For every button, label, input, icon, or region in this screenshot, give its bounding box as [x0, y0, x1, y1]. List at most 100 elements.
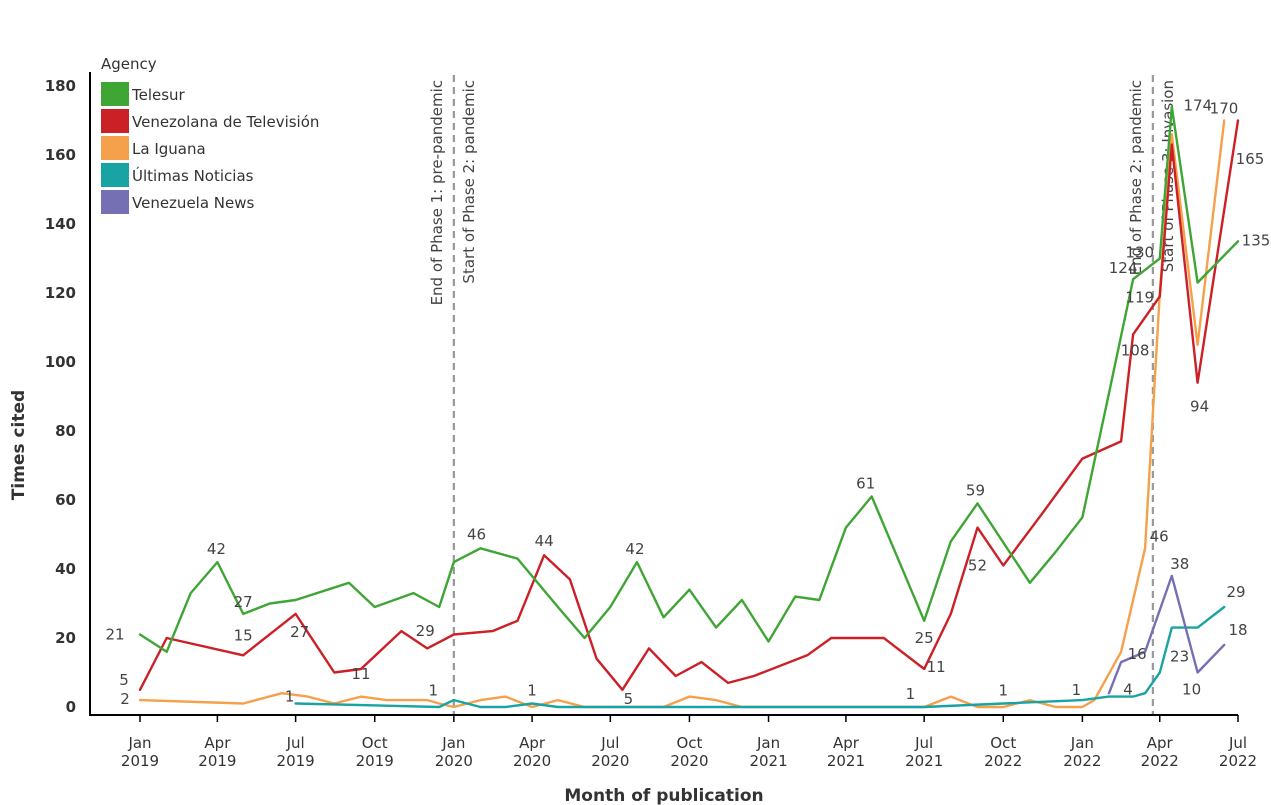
y-tick-label: 180 [45, 77, 76, 95]
legend-entry: Venezolana de Televisión [132, 113, 319, 131]
y-tick-label: 160 [45, 146, 76, 164]
data-label: 4 [1123, 681, 1133, 699]
axes [89, 72, 1238, 716]
data-label: 165 [1236, 150, 1265, 168]
data-label: 1 [527, 682, 537, 700]
data-label: 27 [290, 623, 309, 641]
x-tick-year: 2019 [121, 752, 159, 770]
x-tick-year: 2020 [591, 752, 629, 770]
series-line-5 [1107, 574, 1226, 695]
x-tick-month: Jul [600, 734, 619, 752]
data-label: 52 [968, 557, 987, 575]
x-tick-month: Jan [756, 734, 780, 752]
data-label: 1 [285, 688, 295, 706]
data-label: 59 [966, 481, 985, 499]
x-tick-month: Apr [1147, 734, 1174, 752]
data-label: 11 [927, 658, 946, 676]
x-tick-month: Jul [1228, 734, 1247, 752]
y-tick-label: 80 [55, 422, 76, 440]
data-label: 1 [1072, 681, 1082, 699]
data-label: 18 [1228, 621, 1247, 639]
x-tick-year: 2019 [277, 752, 315, 770]
phase-annotation-label: End of Phase 2: pandemic [1127, 80, 1145, 275]
data-label: 94 [1190, 398, 1209, 416]
data-label: 119 [1125, 288, 1154, 306]
data-label: 1 [906, 685, 916, 703]
x-tick-year: 2022 [984, 752, 1022, 770]
x-tick-month: Jul [914, 734, 933, 752]
legend-entry: La Iguana [132, 140, 206, 158]
phase-annotations: End of Phase 1: pre-pandemic Start of Pha… [428, 75, 1177, 714]
phase-annotation-label: End of Phase 1: pre-pandemic [428, 80, 446, 305]
x-tick-month: Apr [519, 734, 546, 752]
data-label: 21 [105, 626, 124, 644]
legend-swatch [101, 163, 129, 187]
data-label: 174 [1183, 97, 1212, 115]
phase-annotation-label: Start of Phase 2: pandemic [460, 80, 478, 284]
data-label: 25 [915, 629, 934, 647]
x-tick-month: Oct [676, 734, 702, 752]
legend-title: Agency [101, 55, 157, 73]
data-label: 61 [856, 475, 875, 493]
data-label: 44 [535, 532, 554, 550]
x-tick-year: 2019 [198, 752, 236, 770]
data-label: 16 [1128, 645, 1147, 663]
x-tick-month: Jan [1070, 734, 1094, 752]
x-tick-year: 2022 [1141, 752, 1179, 770]
y-tick-label: 40 [55, 560, 76, 578]
series-lines [138, 105, 1240, 709]
data-label: 46 [467, 525, 486, 543]
legend-swatch [101, 82, 129, 106]
x-axis-title: Month of publication [564, 786, 763, 805]
x-tick-year: 2020 [670, 752, 708, 770]
x-tick-month: Oct [990, 734, 1016, 752]
x-tick-year: 2020 [435, 752, 473, 770]
data-label: 5 [119, 671, 129, 689]
legend-swatch [101, 190, 129, 214]
legend: Agency Telesur Venezolana de Televisión La… [101, 55, 319, 214]
y-ticks: 0 20 40 60 80 100 120 140 160 180 [45, 77, 76, 716]
x-ticks: Jan2019Apr2019Jul2019Oct2019Jan2020Apr20… [121, 715, 1257, 770]
legend-entry: Últimas Noticias [132, 166, 254, 185]
data-label: 42 [207, 540, 226, 558]
x-tick-year: 2021 [749, 752, 787, 770]
data-label: 2 [120, 690, 130, 708]
data-label: 124 [1109, 259, 1138, 277]
x-tick-month: Jul [286, 734, 305, 752]
data-label: 46 [1150, 527, 1169, 545]
data-label: 1 [998, 682, 1008, 700]
data-label: 10 [1182, 681, 1201, 699]
y-tick-label: 140 [45, 215, 76, 233]
data-label: 11 [351, 665, 370, 683]
y-tick-label: 120 [45, 284, 76, 302]
y-tick-label: 60 [55, 491, 76, 509]
x-tick-year: 2022 [1219, 752, 1257, 770]
x-tick-month: Jan [441, 734, 465, 752]
x-tick-year: 2022 [1063, 752, 1101, 770]
data-label: 27 [234, 593, 253, 611]
legend-swatch [101, 109, 129, 133]
x-tick-month: Jan [127, 734, 151, 752]
data-label: 29 [416, 622, 435, 640]
data-label: 5 [624, 690, 634, 708]
legend-swatch [101, 136, 129, 160]
x-tick-year: 2020 [513, 752, 551, 770]
data-label: 38 [1170, 555, 1189, 573]
data-label: 1 [428, 682, 438, 700]
x-tick-year: 2019 [356, 752, 394, 770]
series-line-2 [138, 119, 1240, 691]
data-label: 170 [1210, 100, 1239, 118]
series-line-3 [138, 119, 1226, 709]
y-tick-label: 100 [45, 353, 76, 371]
legend-entry: Venezuela News [132, 194, 255, 212]
y-axis-title: Times cited [9, 390, 29, 500]
data-label: 130 [1125, 244, 1154, 262]
y-tick-label: 0 [66, 698, 76, 716]
series-line-4 [294, 605, 1226, 709]
legend-entry: Telesur [131, 86, 186, 104]
series-line-1 [138, 105, 1240, 653]
x-tick-month: Oct [362, 734, 388, 752]
data-label: 135 [1242, 231, 1271, 249]
